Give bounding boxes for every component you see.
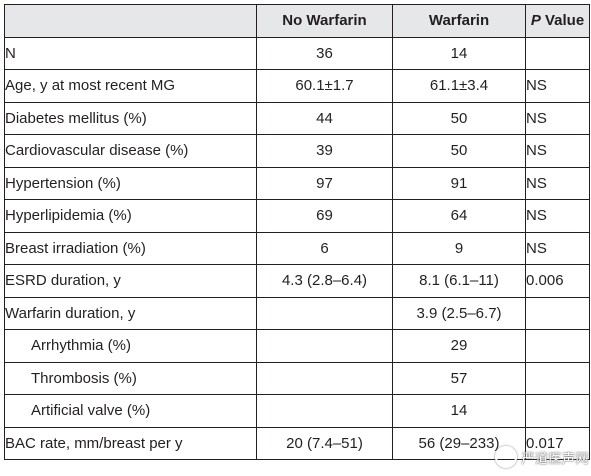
cell-p-value: NS [525, 199, 590, 233]
table-row: Cardiovascular disease (%) 39 50 NS [4, 134, 590, 168]
cell-no-warfarin: 6 [256, 231, 393, 265]
cell-warfarin: 50 [392, 134, 526, 168]
header-warfarin: Warfarin [392, 4, 526, 38]
cell-warfarin: 14 [392, 36, 526, 70]
cell-p-value: NS [525, 134, 590, 168]
row-label: Arrhythmia (%) [4, 329, 257, 363]
table-row: Diabetes mellitus (%) 44 50 NS [4, 101, 590, 135]
cell-warfarin: 8.1 (6.1–11) [392, 264, 526, 298]
cell-p-value [525, 329, 590, 363]
cell-warfarin: 3.9 (2.5–6.7) [392, 296, 526, 330]
header-p-rest: Value [540, 12, 585, 30]
table-row: BAC rate, mm/breast per y 20 (7.4–51) 56 (… [4, 426, 590, 460]
table-row: Artificial valve (%) 14 [4, 394, 590, 428]
table-row: Thrombosis (%) 57 [4, 361, 590, 395]
cell-p-value [525, 36, 590, 70]
cell-warfarin: 56 (29–233) [392, 426, 526, 460]
header-no-warfarin: No Warfarin [256, 4, 393, 38]
cell-warfarin: 64 [392, 199, 526, 233]
row-label: Hypertension (%) [4, 166, 257, 200]
cell-no-warfarin: 44 [256, 101, 393, 135]
cell-p-value: NS [525, 231, 590, 265]
cell-no-warfarin [256, 296, 393, 330]
row-label: Thrombosis (%) [4, 361, 257, 395]
cell-warfarin: 50 [392, 101, 526, 135]
cell-no-warfarin [256, 361, 393, 395]
table-row: Warfarin duration, y 3.9 (2.5–6.7) [4, 296, 590, 330]
table-row: Arrhythmia (%) 29 [4, 329, 590, 363]
table-body: N 36 14 Age, y at most recent MG 60.1±1.7 61.… [4, 36, 590, 460]
row-label: Hyperlipidemia (%) [4, 199, 257, 233]
row-label: ESRD duration, y [4, 264, 257, 298]
cell-p-value: NS [525, 69, 590, 103]
row-label: BAC rate, mm/breast per y [4, 426, 257, 460]
cell-p-value: 0.006 [525, 264, 590, 298]
data-table: No Warfarin Warfarin P Value N 36 14 Age, y… [4, 4, 590, 460]
cell-p-value [525, 296, 590, 330]
cell-warfarin: 14 [392, 394, 526, 428]
header-p-letter: P [530, 12, 541, 30]
cell-p-value [525, 361, 590, 395]
header-row: No Warfarin Warfarin P Value [4, 4, 590, 38]
row-label: N [4, 36, 257, 70]
header-label-column [4, 4, 257, 38]
cell-p-value: 0.017 [525, 426, 590, 460]
table-row: N 36 14 [4, 36, 590, 70]
cell-warfarin: 29 [392, 329, 526, 363]
cell-no-warfarin: 69 [256, 199, 393, 233]
cell-no-warfarin: 39 [256, 134, 393, 168]
table-row: Breast irradiation (%) 6 9 NS [4, 231, 590, 265]
table-row: Age, y at most recent MG 60.1±1.7 61.1±3.4… [4, 69, 590, 103]
row-label: Diabetes mellitus (%) [4, 101, 257, 135]
cell-no-warfarin [256, 329, 393, 363]
cell-warfarin: 61.1±3.4 [392, 69, 526, 103]
cell-no-warfarin: 20 (7.4–51) [256, 426, 393, 460]
cell-p-value: NS [525, 166, 590, 200]
header-p-value: P Value [525, 4, 590, 38]
cell-no-warfarin: 97 [256, 166, 393, 200]
row-label: Cardiovascular disease (%) [4, 134, 257, 168]
cell-warfarin: 57 [392, 361, 526, 395]
table-row: Hyperlipidemia (%) 69 64 NS [4, 199, 590, 233]
cell-no-warfarin [256, 394, 393, 428]
cell-no-warfarin: 36 [256, 36, 393, 70]
row-label: Artificial valve (%) [4, 394, 257, 428]
cell-no-warfarin: 60.1±1.7 [256, 69, 393, 103]
cell-no-warfarin: 4.3 (2.8–6.4) [256, 264, 393, 298]
cell-p-value: NS [525, 101, 590, 135]
cell-warfarin: 9 [392, 231, 526, 265]
cell-p-value [525, 394, 590, 428]
cell-warfarin: 91 [392, 166, 526, 200]
table-header: No Warfarin Warfarin P Value [4, 4, 590, 38]
row-label: Breast irradiation (%) [4, 231, 257, 265]
table-row: Hypertension (%) 97 91 NS [4, 166, 590, 200]
row-label: Age, y at most recent MG [4, 69, 257, 103]
table-row: ESRD duration, y 4.3 (2.8–6.4) 8.1 (6.1–11… [4, 264, 590, 298]
row-label: Warfarin duration, y [4, 296, 257, 330]
